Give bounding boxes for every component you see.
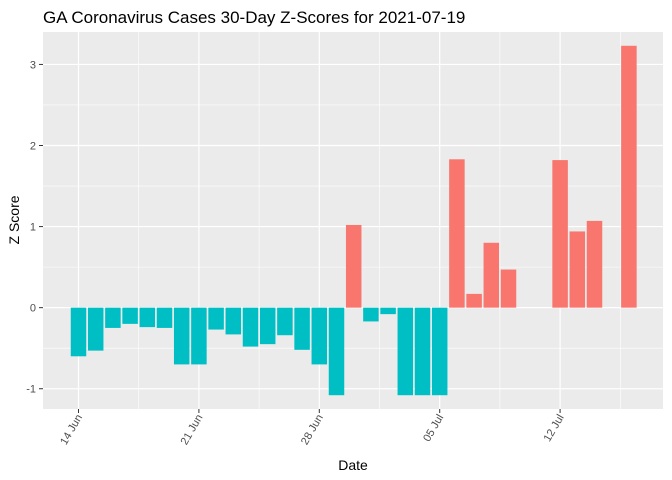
chart-title: GA Coronavirus Cases 30-Day Z-Scores for… (43, 8, 465, 27)
x-tick-label: 21 Jun (179, 413, 206, 448)
x-tick-label: 28 Jun (299, 413, 326, 448)
bar (569, 231, 586, 308)
bar (311, 307, 328, 365)
bar (414, 307, 431, 396)
minor-gridlines (43, 32, 663, 409)
bar (208, 307, 224, 330)
bar (173, 307, 190, 365)
bar (294, 307, 310, 350)
bars (70, 45, 637, 396)
bar (156, 307, 173, 328)
x-axis-title: Date (338, 457, 368, 473)
x-tick-label: 12 Jul (542, 413, 567, 444)
bar (277, 307, 293, 336)
bar (105, 307, 121, 328)
bar (345, 224, 362, 308)
bar (500, 269, 517, 308)
bar (449, 159, 465, 308)
x-tick-label: 14 Jun (58, 413, 85, 448)
y-tick-label: -1 (26, 384, 36, 396)
y-axis: -1 0 1 2 3 (26, 59, 43, 396)
bar (552, 160, 568, 308)
bar (466, 293, 482, 308)
bar (191, 307, 207, 365)
y-tick-label: 3 (30, 59, 36, 71)
bar (225, 307, 242, 335)
bar (621, 45, 637, 308)
bar (259, 307, 276, 345)
y-tick-label: 0 (30, 303, 36, 315)
bar (70, 307, 87, 357)
bar (380, 307, 396, 315)
x-axis: 14 Jun 21 Jun 28 Jun 05 Jul 12 Jul (58, 409, 567, 447)
y-tick-label: 2 (30, 141, 36, 153)
bar (242, 307, 259, 347)
bar (431, 307, 448, 396)
y-tick-label: 1 (30, 222, 36, 234)
y-axis-title: Z Score (6, 195, 22, 244)
bar (87, 307, 104, 351)
bar (586, 220, 603, 308)
x-tick-label: 05 Jul (421, 413, 446, 444)
bar (122, 307, 138, 324)
bar (363, 307, 379, 322)
bar (139, 307, 156, 328)
bar (483, 242, 500, 308)
bar (328, 307, 345, 396)
bar (397, 307, 414, 396)
plot-panel (43, 32, 663, 409)
